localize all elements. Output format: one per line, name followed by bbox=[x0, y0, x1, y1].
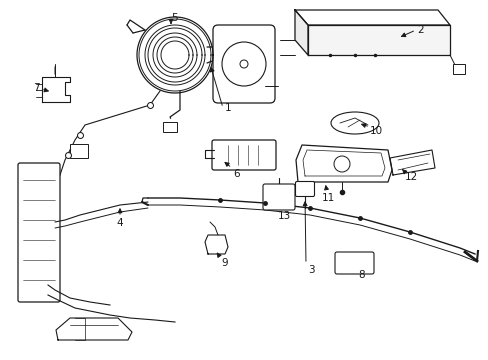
FancyBboxPatch shape bbox=[452, 64, 464, 74]
Polygon shape bbox=[389, 150, 434, 175]
FancyBboxPatch shape bbox=[70, 144, 88, 158]
FancyBboxPatch shape bbox=[263, 184, 294, 210]
Text: 1: 1 bbox=[224, 103, 231, 113]
Text: 9: 9 bbox=[221, 258, 228, 268]
FancyBboxPatch shape bbox=[213, 25, 274, 103]
FancyBboxPatch shape bbox=[212, 140, 275, 170]
Text: 5: 5 bbox=[171, 13, 178, 23]
Circle shape bbox=[222, 42, 265, 86]
FancyBboxPatch shape bbox=[18, 163, 60, 302]
FancyBboxPatch shape bbox=[334, 252, 373, 274]
FancyBboxPatch shape bbox=[295, 181, 314, 197]
Text: 4: 4 bbox=[117, 218, 123, 228]
Text: 10: 10 bbox=[368, 126, 382, 136]
Circle shape bbox=[240, 60, 247, 68]
Circle shape bbox=[137, 17, 213, 93]
Text: 8: 8 bbox=[358, 270, 365, 280]
Text: 2: 2 bbox=[417, 25, 424, 35]
Polygon shape bbox=[307, 25, 449, 55]
Text: 6: 6 bbox=[233, 169, 240, 179]
Polygon shape bbox=[56, 318, 132, 340]
Polygon shape bbox=[294, 10, 449, 25]
Text: 13: 13 bbox=[277, 211, 290, 221]
Polygon shape bbox=[42, 77, 70, 102]
Text: 7: 7 bbox=[33, 83, 39, 93]
Polygon shape bbox=[204, 235, 227, 254]
Text: 11: 11 bbox=[321, 193, 334, 203]
Ellipse shape bbox=[330, 112, 378, 134]
Text: 3: 3 bbox=[307, 265, 314, 275]
Polygon shape bbox=[294, 10, 307, 55]
Text: 12: 12 bbox=[404, 172, 417, 182]
Circle shape bbox=[333, 156, 349, 172]
Polygon shape bbox=[295, 145, 391, 182]
FancyBboxPatch shape bbox=[163, 122, 177, 132]
